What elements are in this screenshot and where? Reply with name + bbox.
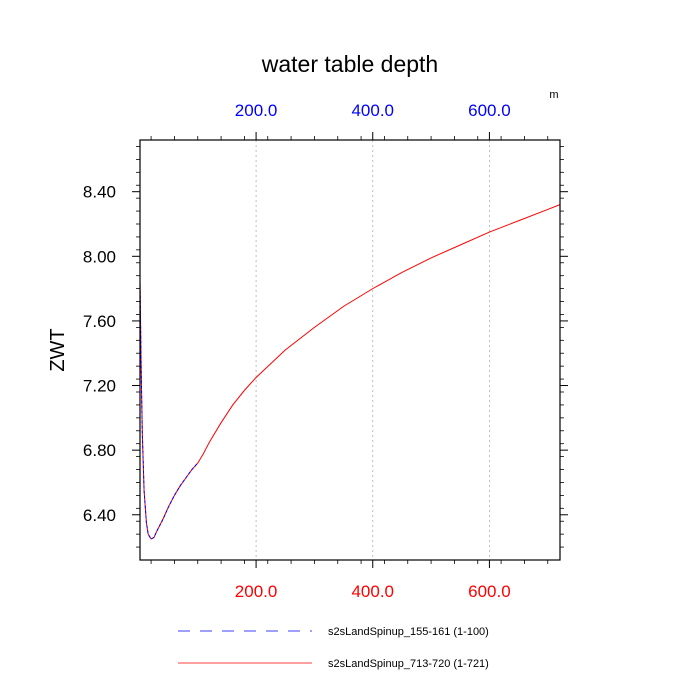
grid-layer (255, 140, 490, 560)
legend: s2sLandSpinup_155-161 (1-100) s2sLandSpi… (178, 626, 489, 670)
y-tick-label-4: 8.00 (83, 247, 116, 266)
legend-label-series-1: s2sLandSpinup_155-161 (1-100) (328, 626, 489, 638)
legend-label-series-2: s2sLandSpinup_713-720 (1-721) (328, 658, 489, 670)
x-tick-label-top-2: 600.0 (468, 101, 511, 120)
series-line-2 (139, 204, 561, 540)
y-tick-label-1: 6.80 (83, 441, 116, 460)
series-line-1 (139, 280, 199, 540)
y-axis-label: ZWT (47, 328, 69, 371)
y-tick-label-5: 8.40 (83, 183, 116, 202)
y-tick-label-2: 7.20 (83, 377, 116, 396)
chart-title: water table depth (261, 51, 438, 77)
x-tick-label-top-0: 200.0 (235, 101, 278, 120)
top-axis-units: m (549, 89, 558, 101)
ticks-layer (132, 132, 568, 568)
plot-frame (139, 139, 561, 561)
y-tick-label-3: 7.60 (83, 312, 116, 331)
x-tick-label-bottom-2: 600.0 (468, 582, 511, 601)
x-tick-label-top-1: 400.0 (351, 101, 394, 120)
x-tick-label-bottom-1: 400.0 (351, 582, 394, 601)
labels-layer: 200.0 200.0 400.0 400.0 600.0 600.0 6.40 6.80 7.… (83, 101, 511, 601)
x-tick-label-bottom-0: 200.0 (235, 582, 278, 601)
y-tick-label-0: 6.40 (83, 506, 116, 525)
series-layer (139, 204, 561, 540)
